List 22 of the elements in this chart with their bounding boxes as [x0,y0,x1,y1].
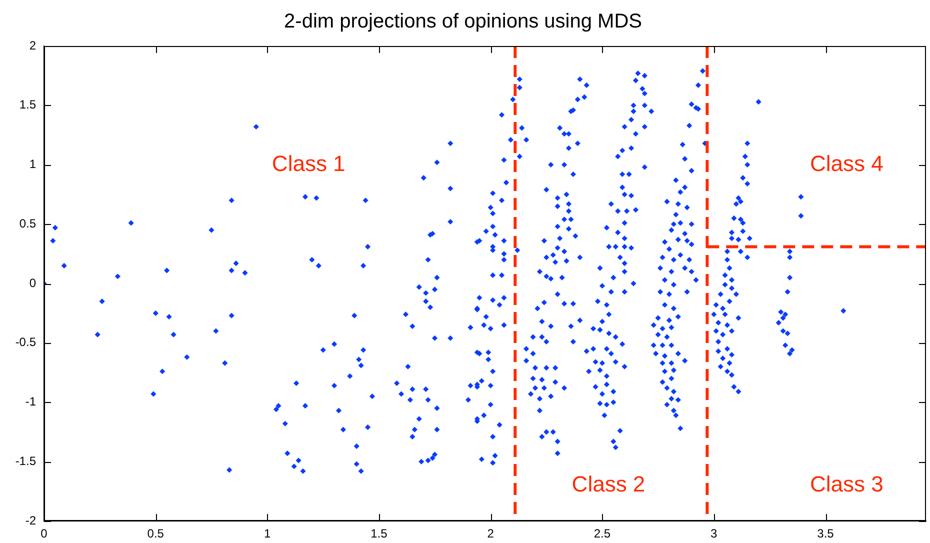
x-tick-label: 1.5 [370,526,388,541]
x-tick-label: 3 [710,526,718,541]
annotation: Class 4 [810,150,884,176]
y-tick-label: -2 [25,513,36,528]
annotation: Class 2 [572,471,646,496]
y-tick-label: 1 [29,157,36,172]
y-tick-label: 0 [29,276,36,290]
y-tick-label: -1.5 [15,454,36,468]
x-tick-label: 0.5 [147,526,164,541]
x-tick-label: 0 [40,526,48,541]
chart-title: 2-dim projections of opinions using MDS [284,10,642,33]
x-tick-label: 1 [264,526,271,541]
y-tick-label: 1.5 [19,98,36,112]
annotation: Class 3 [810,471,884,496]
annotation: Class 1 [272,150,346,176]
y-tick-label: 0.5 [19,216,36,230]
y-tick-label: 2 [29,38,36,52]
y-tick-label: -0.5 [15,335,36,350]
x-tick-label: 3.5 [817,526,834,541]
y-tick-label: -1 [25,394,36,409]
x-tick-label: 2.5 [594,526,611,541]
x-tick-label: 2 [487,526,494,541]
